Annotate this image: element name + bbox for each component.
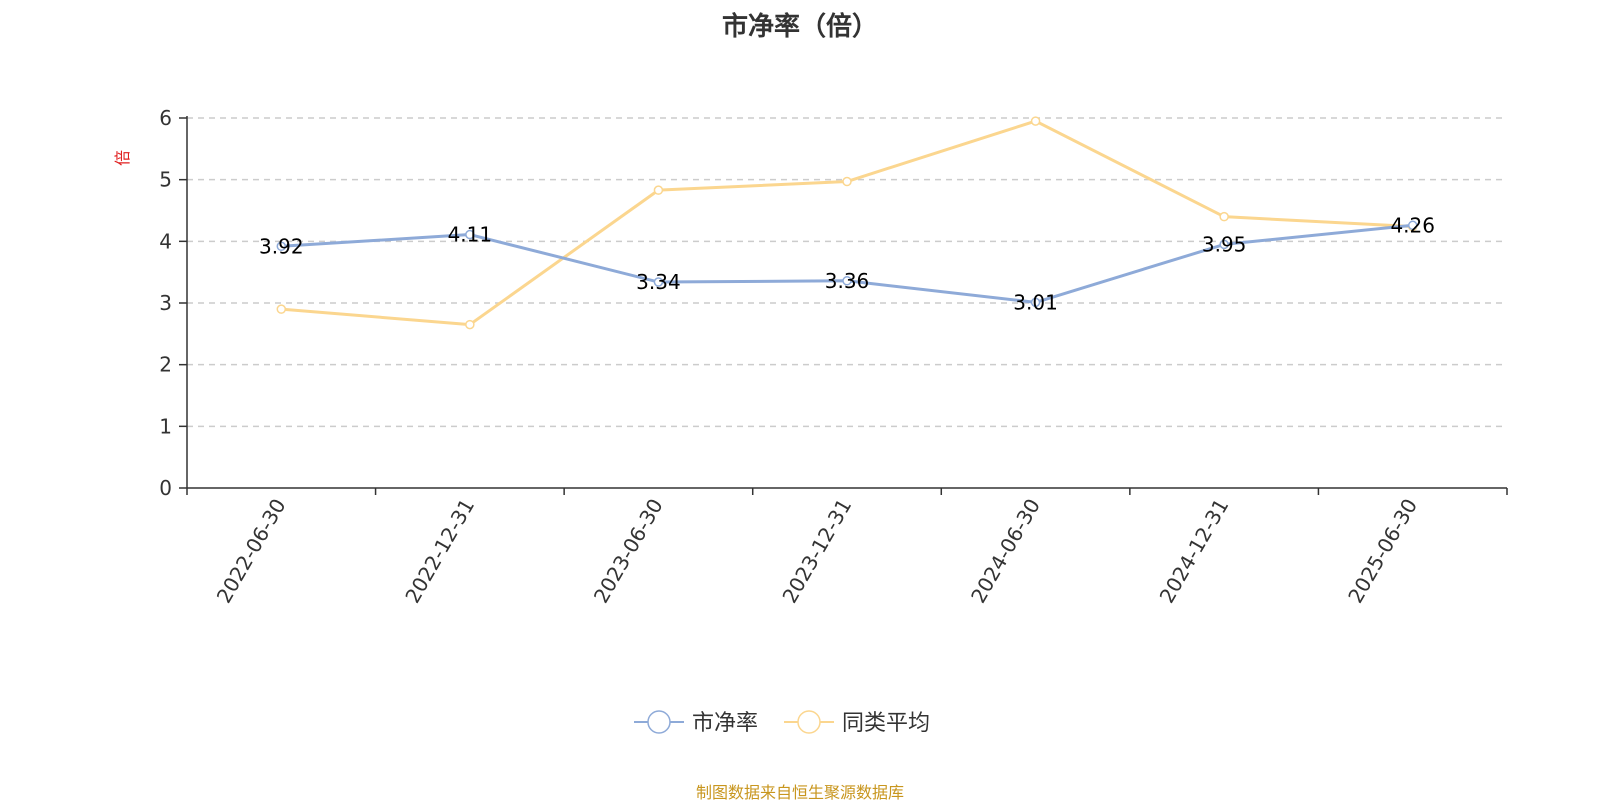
- pb-ratio-point: [842, 276, 852, 286]
- legend-peer-circle-icon: [797, 710, 821, 734]
- pb-ratio-point: [1030, 297, 1041, 308]
- legend-peer-label: 同类平均: [842, 711, 930, 736]
- chart-title: 市净率（倍）: [721, 12, 878, 42]
- y-tick-label: 4: [159, 229, 172, 253]
- legend-pb-label: 市净率: [692, 711, 758, 736]
- x-tick-label: 2023-12-31: [777, 495, 856, 608]
- y-tick-label: 1: [159, 414, 172, 438]
- y-axis-unit-label: 倍: [113, 150, 132, 166]
- y-tick-label: 0: [159, 476, 172, 500]
- x-tick-label: 2023-06-30: [589, 495, 668, 608]
- peer-average-point: [653, 185, 664, 195]
- y-tick-label: 5: [159, 168, 172, 192]
- data-label: 3.01: [1013, 290, 1058, 314]
- y-tick-label: 2: [159, 353, 172, 377]
- peer-average-point: [276, 304, 287, 314]
- peer-average-point: [842, 176, 852, 187]
- pb-ratio-point: [1219, 239, 1229, 250]
- y-tick-label: 3: [159, 291, 172, 315]
- y-tick-label: 6: [159, 106, 172, 130]
- data-label: 3.92: [259, 234, 304, 258]
- x-tick-label: 2024-12-31: [1155, 495, 1234, 608]
- series-group: [276, 116, 1418, 330]
- data-label: 4.26: [1390, 213, 1435, 237]
- pb-ratio-point: [653, 277, 664, 287]
- pb-ratio-point: [1407, 220, 1418, 231]
- legend-pb-circle-icon: [647, 710, 671, 734]
- x-tick-label: 2022-12-31: [400, 495, 479, 608]
- data-label: 3.95: [1202, 232, 1247, 256]
- data-labels: 3.92 4.11 3.34 3.36 3.01 3.95 4.26: [259, 213, 1435, 314]
- x-tick-label: 2022-06-30: [212, 495, 291, 608]
- x-tick-label: 2025-06-30: [1343, 495, 1422, 608]
- data-label: 3.34: [636, 270, 681, 294]
- data-label: 3.36: [825, 269, 870, 293]
- source-note: 制图数据来自恒生聚源数据库: [695, 783, 904, 802]
- axes: 0 1 2 3 4 5 6 2022-06-30 2022-12-31 2023-06-30 202…: [113, 106, 1508, 608]
- grid-lines: [187, 117, 1507, 428]
- pb-ratio-point: [276, 241, 287, 252]
- peer-average-point: [465, 319, 475, 330]
- legend: 市净率 同类平均: [634, 710, 930, 736]
- peer-average-point: [1219, 211, 1229, 222]
- peer-average-point: [1030, 116, 1041, 126]
- data-label: 4.11: [448, 223, 493, 247]
- pb-ratio-point: [465, 229, 475, 240]
- x-tick-label: 2024-06-30: [966, 495, 1045, 608]
